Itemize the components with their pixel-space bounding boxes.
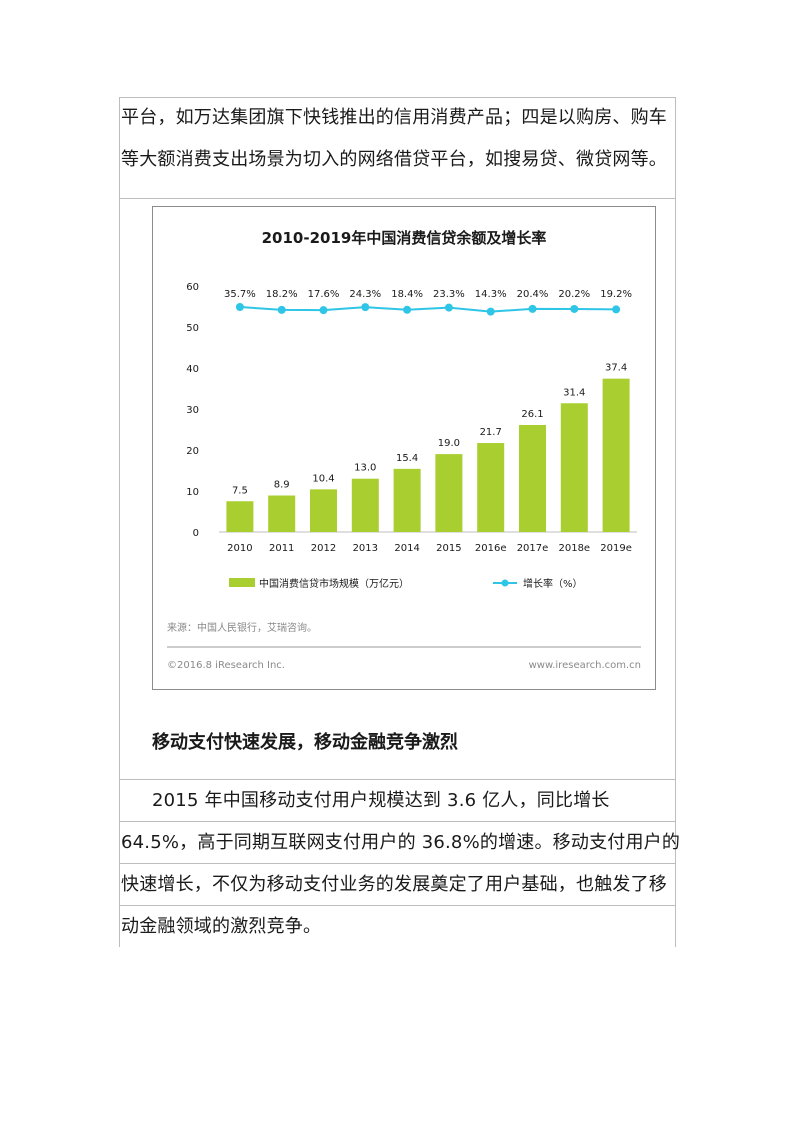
chart-title: 2010-2019年中国消费信贷余额及增长率: [262, 229, 547, 247]
paragraph-1-line: 平台，如万达集团旗下快钱推出的信用消费产品；四是以购房、购车: [121, 107, 667, 128]
growth-point: [444, 303, 453, 312]
bar-value-label: 15.4: [396, 453, 418, 464]
bar-value-label: 19.0: [438, 438, 460, 449]
y-tick-label: 40: [186, 364, 199, 375]
y-tick-label: 60: [186, 282, 199, 293]
legend-bar-label: 中国消费信贷市场规模（万亿元）: [259, 577, 409, 590]
chart-copyright: ©2016.8 iResearch Inc.: [167, 660, 285, 671]
bar: [310, 489, 337, 532]
bar: [435, 454, 463, 532]
growth-point: [319, 306, 328, 315]
bar: [602, 378, 630, 532]
table-row-divider: [119, 821, 676, 822]
growth-point: [403, 305, 412, 314]
bar-value-label: 10.4: [312, 473, 334, 484]
table-row-divider: [119, 97, 676, 98]
bar-value-label: 31.4: [563, 387, 585, 398]
bar: [268, 495, 296, 532]
growth-line: [239, 306, 617, 313]
y-tick-label: 50: [186, 323, 199, 334]
chart-website: www.iresearch.com.cn: [529, 660, 641, 671]
growth-value-label: 20.4%: [517, 289, 549, 300]
table-row-divider: [119, 779, 676, 780]
bar-value-label: 13.0: [354, 463, 376, 474]
x-tick-label: 2015: [436, 543, 461, 554]
growth-point: [612, 305, 621, 314]
growth-value-label: 24.3%: [349, 289, 381, 300]
paragraph-2-line: 动金融领域的激烈竞争。: [121, 916, 322, 937]
bar: [351, 478, 379, 532]
bar: [393, 468, 421, 532]
table-border-right: [675, 97, 676, 947]
bar-value-label: 7.5: [232, 485, 248, 496]
chart-source: 来源：中国人民银行，艾瑞咨询。: [167, 621, 317, 634]
growth-point: [277, 305, 286, 314]
x-tick-label: 2018e: [558, 543, 590, 554]
growth-point: [570, 304, 579, 313]
table-row-divider: [119, 198, 676, 199]
legend-bar-swatch: [229, 578, 255, 587]
growth-point: [486, 307, 495, 316]
paragraph-1-line: 等大额消费支出场景为切入的网络借贷平台，如搜易贷、微贷网等。: [121, 149, 667, 170]
bar: [560, 403, 588, 532]
x-tick-label: 2016e: [475, 543, 507, 554]
growth-value-label: 35.7%: [224, 289, 256, 300]
legend-line-marker: [501, 579, 509, 587]
x-tick-label: 2012: [311, 543, 336, 554]
y-tick-label: 0: [193, 528, 199, 539]
table-row-divider: [119, 905, 676, 906]
bar-value-label: 8.9: [274, 480, 290, 491]
growth-value-label: 20.2%: [558, 289, 590, 300]
table-row-divider: [119, 863, 676, 864]
x-tick-label: 2017e: [517, 543, 549, 554]
x-tick-label: 2013: [353, 543, 378, 554]
bar: [226, 501, 254, 532]
y-tick-label: 10: [186, 487, 199, 498]
bar-value-label: 21.7: [480, 427, 502, 438]
bar-value-label: 26.1: [521, 409, 543, 420]
growth-value-label: 18.2%: [266, 289, 298, 300]
paragraph-1: 平台，如万达集团旗下快钱推出的信用消费产品；四是以购房、购车 等大额消费支出场景…: [121, 97, 667, 181]
bar: [519, 424, 546, 532]
chart-figure: 2010-2019年中国消费信贷余额及增长率 0 10 20 30 40 50 60 2010…: [152, 206, 656, 690]
growth-value-label: 23.3%: [433, 289, 465, 300]
growth-point: [528, 304, 537, 313]
paragraph-2-line: 2015 年中国移动支付用户规模达到 3.6 亿人，同比增长: [152, 790, 610, 811]
bar: [477, 443, 505, 532]
growth-value-label: 19.2%: [600, 289, 632, 300]
y-tick-label: 30: [186, 405, 199, 416]
x-tick-label: 2014: [394, 543, 419, 554]
paragraph-2: 2015 年中国移动支付用户规模达到 3.6 亿人，同比增长 64.5%，高于同…: [121, 780, 680, 948]
growth-point: [361, 303, 370, 312]
y-tick-label: 20: [186, 446, 199, 457]
paragraph-2-line: 快速增长，不仅为移动支付业务的发展奠定了用户基础，也触发了移: [121, 874, 667, 895]
x-tick-label: 2011: [269, 543, 294, 554]
x-tick-label: 2019e: [600, 543, 632, 554]
legend-line-label: 增长率（%）: [523, 577, 583, 590]
x-tick-label: 2010: [227, 543, 252, 554]
growth-value-label: 18.4%: [391, 289, 423, 300]
section-heading: 移动支付快速发展，移动金融竞争激烈: [152, 732, 458, 753]
paragraph-2-line: 64.5%，高于同期互联网支付用户的 36.8%的增速。移动支付用户的: [121, 832, 681, 853]
growth-value-label: 14.3%: [475, 289, 507, 300]
table-border-left: [119, 97, 120, 947]
growth-point: [235, 303, 244, 311]
chart-svg: 2010-2019年中国消费信贷余额及增长率 0 10 20 30 40 50 60 2010…: [167, 229, 641, 671]
bar-value-label: 37.4: [605, 363, 627, 374]
growth-value-label: 17.6%: [308, 289, 340, 300]
